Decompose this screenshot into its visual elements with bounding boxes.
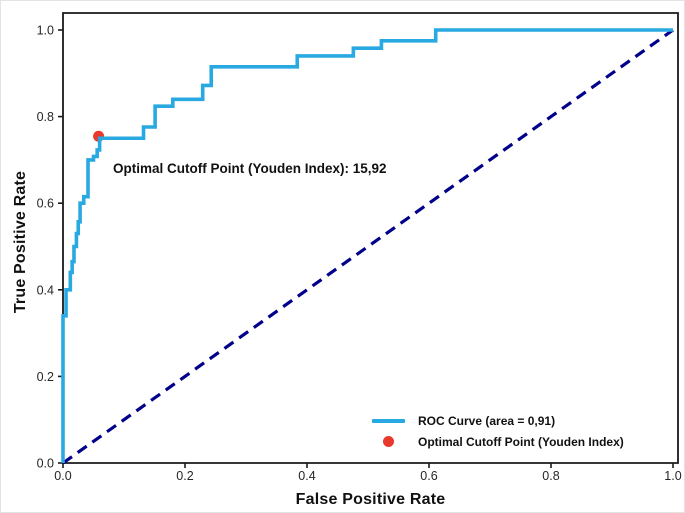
x-tick-label: 0.8 [542, 469, 559, 483]
legend-entry-roc-curve: ROC Curve (area = 0,91) [372, 410, 624, 431]
cutoff-annotation: Optimal Cutoff Point (Youden Index): 15,… [113, 161, 387, 176]
roc-line-swatch-icon [372, 418, 405, 423]
optimal-point-swatch-icon [383, 436, 394, 447]
chance-diagonal-line [62, 28, 674, 465]
roc-curve-line [61, 28, 673, 463]
y-tick-label: 0.6 [37, 197, 54, 211]
x-tick-label: 1.0 [664, 469, 681, 483]
y-tick-label: 0.4 [37, 283, 54, 297]
legend-dot-swatch [372, 436, 405, 447]
plot-frame [62, 12, 679, 464]
legend-roc-label: ROC Curve (area = 0,91) [418, 413, 556, 428]
y-tick-label: 0.8 [37, 110, 54, 124]
legend-roc-line-swatch [372, 418, 405, 423]
y-tick-label: 0.2 [37, 370, 54, 384]
legend-entry-optimal-point: Optimal Cutoff Point (Youden Index) [372, 431, 624, 452]
x-axis-label: False Positive Rate [295, 491, 446, 508]
x-tick-label: 0.2 [176, 469, 193, 483]
y-axis-label: True Positive Rate [12, 170, 29, 314]
legend-optimal-label: Optimal Cutoff Point (Youden Index) [418, 434, 624, 449]
y-tick-label: 1.0 [37, 24, 54, 38]
x-tick-label: 0.4 [298, 469, 315, 483]
y-tick-label: 0.0 [37, 457, 54, 471]
x-tick-label: 0.6 [420, 469, 437, 483]
x-tick-label: 0.0 [54, 469, 71, 483]
legend: ROC Curve (area = 0,91) Optimal Cutoff P… [372, 410, 624, 452]
